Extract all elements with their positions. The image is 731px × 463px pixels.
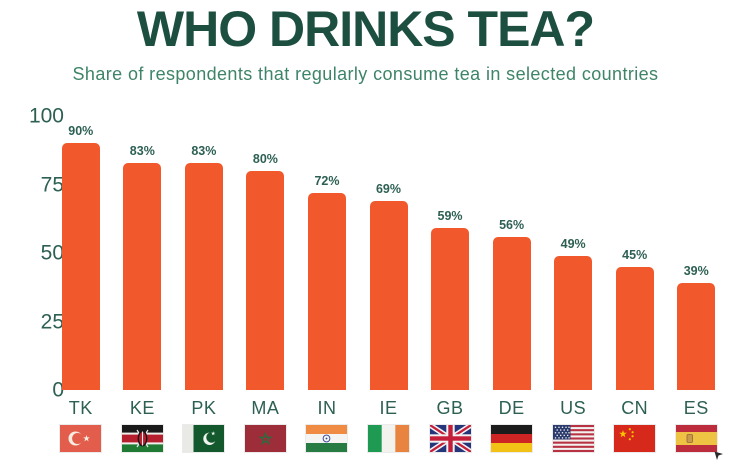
bar-value-label: 49% (560, 236, 586, 251)
bar-plot-cell: 69% (358, 116, 420, 390)
flag-china-icon (613, 424, 657, 453)
x-axis-label-ke: KE (129, 397, 155, 418)
bar-us (554, 255, 593, 390)
bar-value-label: 56% (499, 217, 525, 232)
bar-value-label: 83% (129, 143, 155, 158)
y-tick-label: 25 (40, 310, 64, 333)
flag-united-states-icon (551, 424, 595, 453)
bar-plot-cell: 83% (173, 116, 235, 390)
bar-plot-cell: 90% (50, 116, 112, 390)
x-axis-label-es: ES (683, 397, 709, 418)
x-axis-label-tk: TK (68, 397, 93, 418)
x-axis-label-gb: GB (436, 397, 464, 418)
x-axis-label-pk: PK (191, 397, 217, 418)
bar-value-label: 69% (375, 181, 402, 196)
x-axis-label-us: US (560, 397, 587, 418)
bar-value-label: 72% (314, 173, 340, 188)
flag-turkey-icon (59, 424, 103, 453)
bar-plot-cell: 45% (604, 116, 666, 390)
flag-germany-icon (490, 424, 534, 453)
bar-value-label: 59% (437, 209, 463, 224)
y-tick-label: 0 (52, 378, 64, 402)
bar-pk (184, 162, 223, 390)
bar-plot-cell: 59% (419, 116, 481, 390)
x-axis-label-ie: IE (379, 397, 398, 418)
bar-column-ie: 69% IE (358, 116, 420, 453)
bar-plot-cell: 83% (112, 116, 174, 390)
bar-column-pk: 83% PK (173, 116, 235, 453)
y-tick-label: 100 (28, 104, 64, 128)
bar-column-in: 72% IN (296, 116, 358, 453)
bar-value-label: 90% (68, 124, 94, 139)
x-axis-label-de: DE (498, 397, 525, 418)
chart-subtitle: Share of respondents that regularly cons… (72, 64, 659, 84)
bar-column-ke: 83% KE (112, 116, 174, 453)
bar-column-cn: 45% CN (604, 116, 666, 453)
bar-ie (369, 200, 408, 390)
bar-value-label: 80% (252, 151, 278, 166)
bar-cn (615, 266, 654, 390)
bars-area: 90% TK 83% KE 83% PK 80% MA 72% IN 69% IE 59% GB 56% DE… (50, 116, 727, 453)
bar-ma (246, 170, 285, 390)
x-axis-label-ma: MA (251, 397, 280, 418)
bar-column-ma: 80% MA (235, 116, 297, 453)
bar-column-de: 56% DE (481, 116, 543, 453)
bar-plot-cell: 39% (665, 116, 727, 390)
bar-value-label: 45% (622, 247, 648, 262)
bar-gb (431, 228, 470, 390)
bar-plot-cell: 56% (481, 116, 543, 390)
y-tick-label: 50 (40, 241, 64, 265)
bar-tk (61, 143, 100, 390)
bar-column-es: 39% ES (665, 116, 727, 453)
bar-column-gb: 59% GB (419, 116, 481, 453)
flag-kenya-icon (120, 424, 164, 453)
bar-value-label: 39% (683, 264, 709, 279)
y-axis: 0 25 50 75 100 (0, 106, 66, 401)
x-axis-label-cn: CN (621, 397, 649, 418)
bar-column-tk: 90% TK (50, 116, 112, 453)
bar-plot-cell: 72% (296, 116, 358, 390)
flag-united-kingdom-icon (428, 424, 472, 453)
bar-value-label: 83% (191, 143, 217, 158)
flag-spain-icon (674, 424, 718, 453)
bar-ke (123, 162, 162, 390)
flag-india-icon (305, 424, 349, 453)
bar-column-us: 49% US (542, 116, 604, 453)
cursor-artifact-icon (714, 450, 726, 462)
bar-plot-cell: 80% (235, 116, 297, 390)
y-tick-label: 75 (40, 173, 64, 196)
bar-es (677, 283, 716, 390)
chart-title: WHO DRINKS TEA? (136, 1, 595, 57)
bar-de (492, 236, 531, 390)
flag-pakistan-icon (182, 424, 226, 453)
x-axis-label-in: IN (317, 397, 337, 418)
flag-morocco-icon (243, 424, 287, 453)
bar-in (307, 192, 346, 390)
bar-plot-cell: 49% (542, 116, 604, 390)
flag-ireland-icon (367, 424, 410, 453)
